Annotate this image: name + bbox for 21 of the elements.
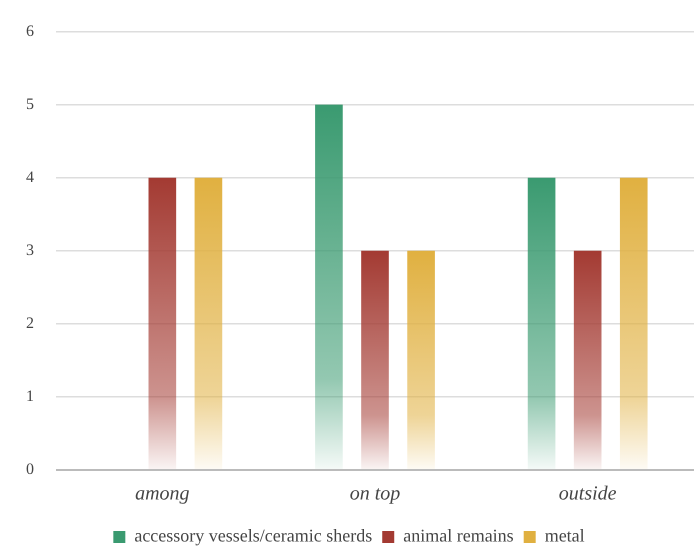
x-tick-label: outside — [558, 482, 617, 504]
legend-label: animal remains — [403, 526, 514, 546]
y-tick-label: 5 — [26, 96, 34, 113]
y-tick-label: 6 — [26, 22, 34, 40]
y-tick-label: 3 — [26, 242, 34, 260]
bar — [574, 250, 602, 469]
y-tick-label: 1 — [26, 388, 34, 406]
legend-label: accessory vessels/ceramic sherds — [134, 526, 372, 546]
y-tick-label: 2 — [26, 315, 34, 332]
bar — [528, 178, 556, 469]
bar — [194, 178, 222, 469]
y-tick-label: 4 — [26, 168, 34, 186]
x-tick-label: among — [135, 482, 190, 504]
bar — [315, 104, 343, 469]
legend-label: metal — [544, 526, 585, 546]
bar — [407, 250, 435, 469]
bar — [361, 250, 389, 469]
bar — [620, 178, 648, 469]
x-tick-label: on top — [350, 482, 400, 504]
y-tick-label: 0 — [26, 461, 34, 478]
bar — [148, 178, 176, 469]
